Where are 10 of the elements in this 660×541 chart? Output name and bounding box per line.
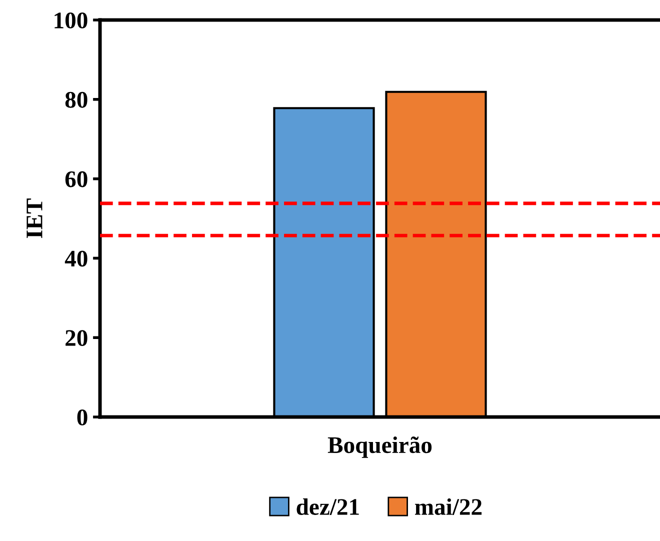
legend-label: mai/22 bbox=[415, 498, 482, 515]
y-tick-label: 60 bbox=[65, 171, 88, 188]
x-tick-label: Boqueirão bbox=[328, 436, 432, 458]
y-tick-label: 0 bbox=[77, 409, 88, 426]
legend-label: dez/21 bbox=[296, 498, 359, 515]
y-tick-label: 20 bbox=[66, 330, 88, 346]
y-tick-label: 40 bbox=[64, 250, 88, 267]
y-axis-title: IET bbox=[26, 198, 42, 238]
y-tick-label: 100 bbox=[54, 12, 88, 28]
y-tick-label: 80 bbox=[65, 92, 88, 108]
